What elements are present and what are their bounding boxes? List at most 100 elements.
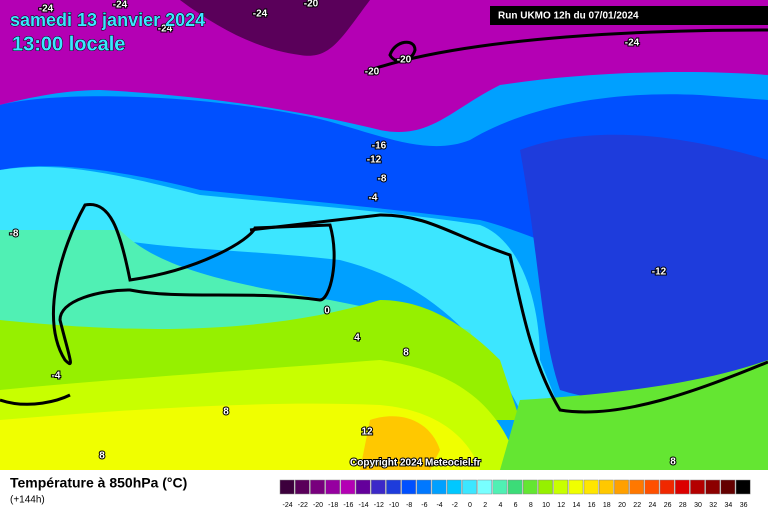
colorbar-tick-label: -4 [436,502,442,509]
contour-0 [52,202,336,366]
contour-label: -24 [113,0,128,11]
contour-label: 8 [403,348,409,359]
color-swatch [446,479,462,495]
colorbar-tick-label: -10 [389,502,399,509]
colorbar-tick-label: -14 [359,502,369,509]
contour-label: 4 [354,333,360,344]
contour-label: -20 [304,0,319,10]
colorbar-tick-label: 8 [529,502,533,509]
contour-label: -20 [365,67,380,78]
colorbar-tick-label: -20 [313,502,323,509]
color-swatch [355,479,371,495]
color-swatch [735,479,751,495]
color-swatch [507,479,523,495]
colorbar-tick-label: 36 [740,502,748,509]
colorbar-tick-label: 34 [725,502,733,509]
colorbar-tick-label: 16 [588,502,596,509]
colorbar-tick-label: -2 [452,502,458,509]
contour-label: 8 [223,407,229,418]
contour-label: 8 [99,451,105,462]
color-swatch [674,479,690,495]
color-swatch [553,479,569,495]
colorbar-tick-label: -6 [421,502,427,509]
color-swatch [538,479,553,495]
colorbar-tick-label: -16 [343,502,353,509]
colorbar-tick-label: 24 [649,502,657,509]
colorbar-tick-label: 10 [542,502,550,509]
colorbar-tick-label: 28 [679,502,687,509]
colorbar-tick-label: 22 [633,502,641,509]
contour-label: -24 [158,24,173,35]
copyright: Copyright 2024 Meteociel.fr [350,458,481,469]
footer-title: Température à 850hPa (°C) [10,475,187,491]
color-swatch [690,479,705,495]
colorbar-tick-label: 12 [557,502,565,509]
zone [360,416,440,470]
colorbar-tick-label: 4 [498,502,502,509]
colorbar-tick-label: 32 [709,502,717,509]
lead: (+144h) [10,495,45,506]
contour-label: -24 [253,9,268,20]
colorbar: -24 -22 -20 -18 -16 -14 -12 -10 -8 -6 -4 -2 0 2 4 6 8 10 1… [279,479,751,509]
colorbar-tick-label: 20 [618,502,626,509]
color-swatch [705,479,721,495]
color-swatch [401,479,417,495]
color-swatch [629,479,645,495]
color-swatch [598,479,614,495]
contour-label: 12 [361,427,373,438]
contour-0 [249,213,768,414]
colorbar-tick-label: -24 [283,502,293,509]
color-swatch [522,479,538,495]
contour-label: -8 [378,174,387,185]
color-swatch [386,479,401,495]
contour-label: -24 [625,38,640,49]
colorbar-tick-label: 6 [514,502,518,509]
run-box [490,6,768,25]
color-swatch [477,479,493,495]
color-swatch [583,479,599,495]
colorbar-tick-label: 18 [603,502,611,509]
colorbar-tick-label: 26 [664,502,672,509]
color-swatch [310,479,325,495]
colorbar-tick-label: 2 [483,502,487,509]
color-swatch [370,479,386,495]
contour-label: -16 [372,141,387,152]
zone [0,403,480,470]
colorbar-tick-label: -12 [374,502,384,509]
run-label: Run UKMO 12h du 07/01/2024 [498,11,639,22]
zone [0,166,560,410]
color-swatch [325,479,341,495]
zone [520,134,768,401]
colorbar-tick-label: -8 [406,502,412,509]
contour-labels: -24 -24-24-24-24-20-20-20-16-12-12-8-8-4-… [9,0,678,469]
date: samedi 13 janvier 2024 [10,10,205,30]
color-swatch [720,479,736,495]
color-swatch [294,479,310,495]
colorbar-tick-label: -18 [328,502,338,509]
color-swatch [644,479,660,495]
color-swatch [492,479,508,495]
contour-label: -12 [367,155,382,166]
colorbar-tick-label: -22 [298,502,308,509]
color-swatch [279,479,295,495]
color-swatch [340,479,356,495]
map: -24 -24-24-24-24-20-20-20-16-12-12-8-8-4-… [0,0,768,470]
colorbar-tick-label: 14 [573,502,581,509]
color-swatch [416,479,432,495]
zone [180,0,370,56]
contour-label: -4 [52,371,61,382]
contour-label: -24 [39,4,54,15]
time: 13:00 locale [12,33,125,55]
color-swatch [659,479,675,495]
contour-label: -12 [652,267,667,278]
color-swatch [568,479,584,495]
colorbar-tick-label: 0 [468,502,472,509]
color-swatch [431,479,447,495]
contour-label: -20 [397,55,412,66]
contour-label: -8 [10,229,19,240]
color-swatch [462,479,477,495]
contour-label: 8 [670,457,676,468]
colorbar-tick-label: 30 [694,502,702,509]
color-swatch [614,479,629,495]
contour-0 [0,393,71,406]
